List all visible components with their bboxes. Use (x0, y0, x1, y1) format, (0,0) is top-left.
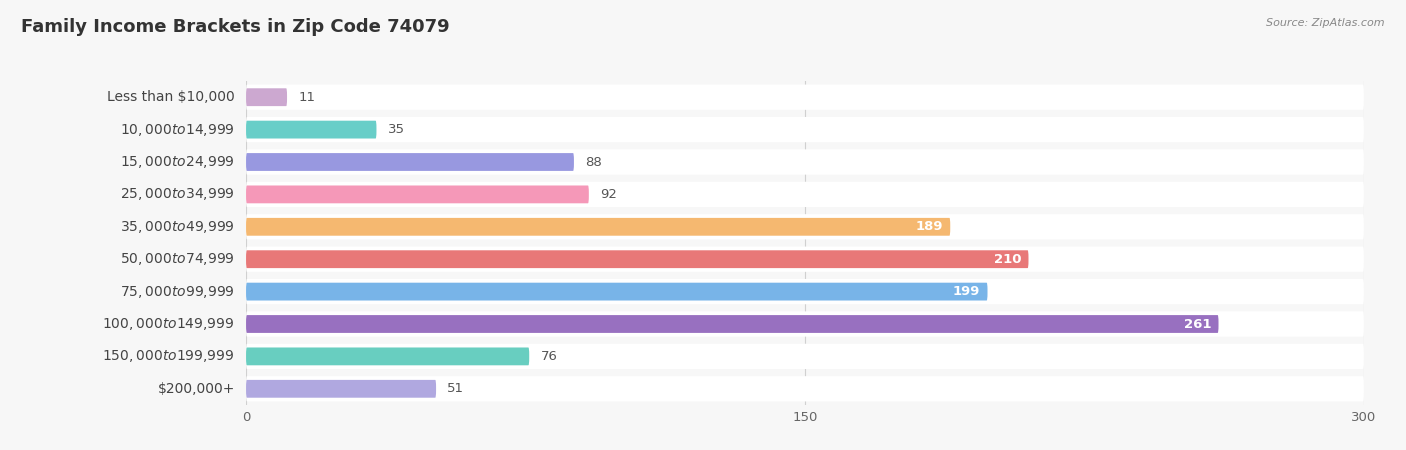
Text: 92: 92 (600, 188, 617, 201)
FancyBboxPatch shape (246, 344, 1364, 369)
FancyBboxPatch shape (246, 85, 1364, 110)
FancyBboxPatch shape (246, 185, 589, 203)
FancyBboxPatch shape (246, 88, 287, 106)
Text: $200,000+: $200,000+ (157, 382, 235, 396)
FancyBboxPatch shape (246, 149, 1364, 175)
Text: 88: 88 (585, 156, 602, 168)
Text: $25,000 to $34,999: $25,000 to $34,999 (120, 186, 235, 202)
FancyBboxPatch shape (246, 376, 1364, 401)
Text: 76: 76 (540, 350, 557, 363)
Text: Less than $10,000: Less than $10,000 (107, 90, 235, 104)
Text: Source: ZipAtlas.com: Source: ZipAtlas.com (1267, 18, 1385, 28)
FancyBboxPatch shape (246, 153, 574, 171)
FancyBboxPatch shape (246, 315, 1219, 333)
FancyBboxPatch shape (246, 214, 1364, 239)
Text: Family Income Brackets in Zip Code 74079: Family Income Brackets in Zip Code 74079 (21, 18, 450, 36)
FancyBboxPatch shape (246, 380, 436, 398)
Text: $75,000 to $99,999: $75,000 to $99,999 (120, 284, 235, 300)
Text: 210: 210 (994, 253, 1021, 266)
FancyBboxPatch shape (246, 247, 1364, 272)
Text: $15,000 to $24,999: $15,000 to $24,999 (120, 154, 235, 170)
Text: $35,000 to $49,999: $35,000 to $49,999 (120, 219, 235, 235)
FancyBboxPatch shape (246, 182, 1364, 207)
FancyBboxPatch shape (246, 117, 1364, 142)
Text: $50,000 to $74,999: $50,000 to $74,999 (120, 251, 235, 267)
FancyBboxPatch shape (246, 121, 377, 139)
FancyBboxPatch shape (246, 311, 1364, 337)
Text: 261: 261 (1184, 318, 1211, 330)
Text: 199: 199 (953, 285, 980, 298)
FancyBboxPatch shape (246, 347, 529, 365)
FancyBboxPatch shape (246, 250, 1029, 268)
Text: $100,000 to $149,999: $100,000 to $149,999 (103, 316, 235, 332)
FancyBboxPatch shape (246, 279, 1364, 304)
Text: $150,000 to $199,999: $150,000 to $199,999 (103, 348, 235, 364)
FancyBboxPatch shape (246, 283, 987, 301)
Text: $10,000 to $14,999: $10,000 to $14,999 (120, 122, 235, 138)
FancyBboxPatch shape (246, 218, 950, 236)
Text: 11: 11 (298, 91, 315, 104)
Text: 51: 51 (447, 382, 464, 395)
Text: 189: 189 (915, 220, 943, 233)
Text: 35: 35 (388, 123, 405, 136)
